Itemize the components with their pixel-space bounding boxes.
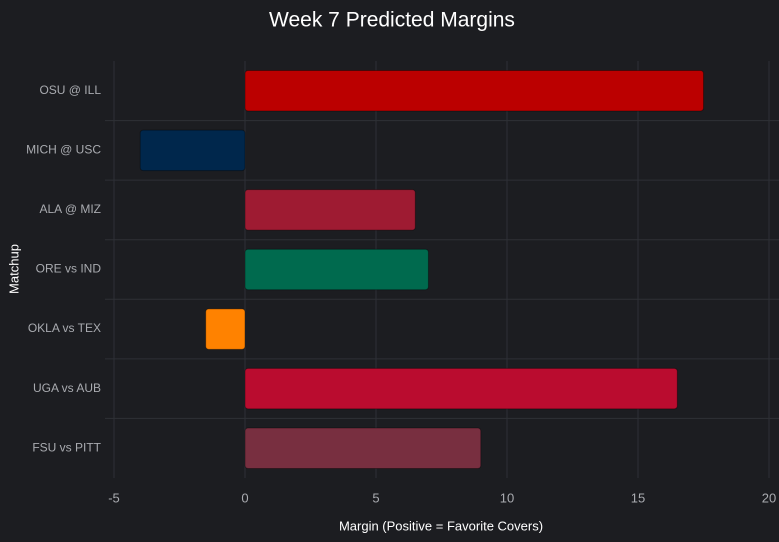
y-tick-label: ALA @ MIZ xyxy=(39,202,101,216)
x-tick-label: 15 xyxy=(631,490,645,505)
bar xyxy=(139,129,246,172)
y-tick-label: OKLA vs TEX xyxy=(28,321,101,335)
x-tick-label: 5 xyxy=(372,490,379,505)
y-tick-label: MICH @ USC xyxy=(26,143,101,157)
x-axis-label: Margin (Positive = Favorite Covers) xyxy=(339,518,543,533)
bar xyxy=(244,248,429,291)
y-tick-label: OSU @ ILL xyxy=(39,83,101,97)
bar xyxy=(244,70,704,112)
y-tick-label: FSU vs PITT xyxy=(32,440,101,454)
y-tick-label: UGA vs AUB xyxy=(33,381,101,395)
x-tick-label: 0 xyxy=(241,490,248,505)
bar xyxy=(244,427,482,469)
x-tick-label: 20 xyxy=(762,490,776,505)
y-axis-label: Matchup xyxy=(6,244,21,294)
bar xyxy=(244,367,678,410)
y-tick-label: ORE vs IND xyxy=(36,262,102,276)
x-tick-label: 10 xyxy=(500,490,514,505)
chart-title: Week 7 Predicted Margins xyxy=(269,9,515,32)
x-tick-label: -5 xyxy=(108,490,120,505)
bar xyxy=(244,189,416,231)
bar xyxy=(205,308,246,350)
